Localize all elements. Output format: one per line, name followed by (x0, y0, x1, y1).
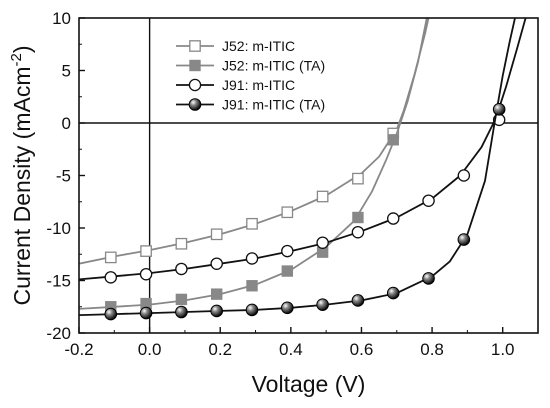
data-point (281, 206, 294, 219)
legend-item: J91: m-ITIC (TA) (176, 97, 325, 113)
data-point (245, 252, 259, 265)
legend-marker (189, 59, 201, 72)
data-point (352, 211, 364, 224)
legend-label: J52: m-ITIC (TA) (222, 58, 325, 74)
x-tick-label: 0.6 (350, 340, 374, 359)
data-point (104, 271, 118, 284)
series-4 (79, 18, 516, 321)
data-point (210, 304, 223, 318)
y-tick-label: 0 (62, 114, 71, 133)
data-point (281, 265, 294, 277)
legend-item: J52: m-ITIC (TA) (176, 58, 325, 74)
legend-marker (189, 40, 201, 52)
data-point (316, 298, 329, 311)
data-point (175, 305, 188, 319)
data-point (386, 212, 400, 225)
series-1 (79, 18, 430, 265)
data-point (104, 251, 117, 264)
y-axis-title: Current Density (mAcm-2) (8, 46, 35, 306)
data-point (175, 293, 188, 306)
x-tick-label: 0.4 (279, 340, 303, 359)
y-tick-label: -10 (46, 219, 71, 238)
data-point (457, 233, 471, 246)
data-point (140, 245, 152, 257)
legend-item: J91: m-ITIC (176, 77, 295, 93)
data-point (352, 172, 364, 185)
data-point (281, 301, 294, 315)
legend-marker (188, 98, 202, 111)
x-tick-label: 0.0 (138, 340, 162, 359)
axis-ticks: -0.2 0.0 0.2 0.4 0.6 0.8 1.0 -20 -15 -10 -5 0 5 10 (46, 9, 539, 359)
y-tick-label: 10 (52, 9, 71, 28)
data-point (246, 217, 258, 230)
legend-marker (188, 78, 202, 92)
data-point (210, 228, 223, 241)
x-tick-label: 0.2 (208, 340, 232, 359)
data-point (422, 272, 435, 285)
legend-item: J52: m-ITIC (176, 38, 295, 54)
legend-label: J52: m-ITIC (222, 38, 295, 54)
plot-frame (78, 17, 539, 334)
data-point (210, 257, 223, 270)
data-point (246, 280, 258, 292)
legend-label: J91: m-ITIC (222, 77, 295, 93)
x-tick-label: 1.0 (491, 340, 515, 359)
data-point (351, 294, 365, 307)
y-tick-label: -15 (46, 272, 71, 291)
x-tick-label: -0.2 (64, 340, 93, 359)
data-point (281, 244, 294, 258)
y-tick-label: -20 (46, 324, 71, 343)
data-point (139, 267, 153, 281)
data-point (386, 286, 400, 300)
y-axis-title-main: Current Density (mAcm (9, 67, 35, 306)
data-point (245, 303, 259, 317)
data-point (139, 306, 153, 320)
legend: J52: m-ITIC J52: m-ITIC (TA) J91: m-ITIC J9… (176, 38, 325, 113)
y-tick-label: -5 (56, 167, 71, 186)
data-point (175, 262, 188, 276)
plot-area (79, 18, 538, 333)
y-tick-label: 5 (62, 62, 71, 81)
data-point (104, 307, 118, 321)
y-axis-title-close: ) (9, 46, 35, 54)
legend-label: J91: m-ITIC (TA) (222, 97, 325, 113)
data-point (457, 169, 471, 182)
data-point (492, 103, 506, 116)
data-point (175, 237, 188, 250)
data-point (422, 194, 435, 207)
data-point (211, 288, 223, 300)
data-point (351, 225, 365, 239)
y-axis-title-superscript: -2 (8, 53, 25, 66)
x-tick-label: 0.8 (420, 340, 444, 359)
x-axis-title: Voltage (V) (252, 371, 366, 397)
data-point (316, 236, 329, 249)
data-point (316, 190, 329, 203)
data-point (387, 134, 399, 146)
